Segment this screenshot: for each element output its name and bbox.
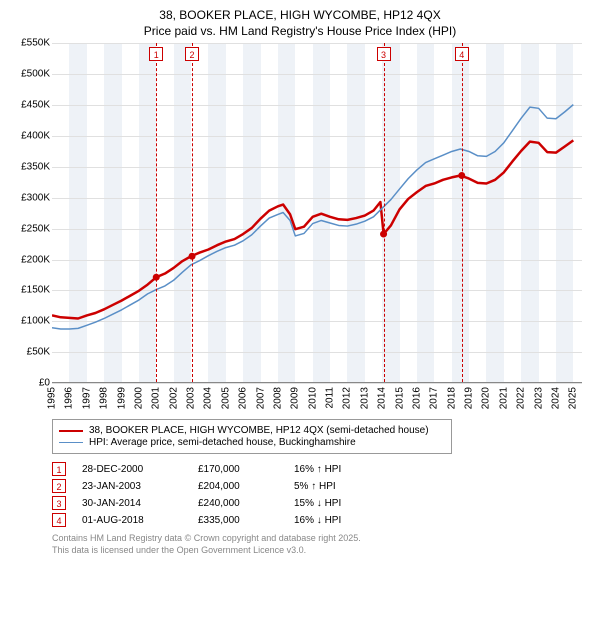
footnote-line-1: Contains HM Land Registry data © Crown c… — [52, 533, 590, 545]
legend-row-blue: HPI: Average price, semi-detached house,… — [59, 437, 445, 448]
chart: £0£50K£100K£150K£200K£250K£300K£350K£400… — [10, 43, 590, 413]
x-tick-label: 2017 — [429, 387, 440, 409]
sale-marker-box: 3 — [377, 47, 391, 61]
sale-row: 3 30-JAN-2014 £240,000 15% ↓ HPI — [52, 496, 590, 510]
legend-label-blue: HPI: Average price, semi-detached house,… — [89, 437, 356, 448]
plot-area: 1 2 3 4 — [52, 43, 582, 383]
legend-swatch-blue — [59, 442, 83, 443]
sale-delta: 16% ↓ HPI — [294, 515, 374, 526]
sale-marker-box: 1 — [149, 47, 163, 61]
sale-number-box: 3 — [52, 496, 66, 510]
x-tick-label: 2008 — [272, 387, 283, 409]
legend-row-red: 38, BOOKER PLACE, HIGH WYCOMBE, HP12 4QX… — [59, 425, 445, 436]
sales-table: 1 28-DEC-2000 £170,000 16% ↑ HPI 2 23-JAN-200… — [52, 462, 590, 527]
sale-marker-line — [192, 43, 193, 382]
x-tick-label: 2020 — [481, 387, 492, 409]
sale-number-box: 4 — [52, 513, 66, 527]
sale-price: £170,000 — [198, 464, 278, 475]
x-tick-label: 1997 — [81, 387, 92, 409]
chart-svg — [52, 43, 582, 382]
x-tick-label: 1996 — [64, 387, 75, 409]
sale-date: 30-JAN-2014 — [82, 498, 182, 509]
legend: 38, BOOKER PLACE, HIGH WYCOMBE, HP12 4QX… — [52, 419, 452, 454]
sale-marker-line — [462, 43, 463, 382]
series-red — [52, 141, 573, 319]
y-tick-label: £350K — [21, 161, 50, 172]
sale-marker-box: 4 — [455, 47, 469, 61]
sale-delta: 5% ↑ HPI — [294, 481, 374, 492]
title-line-1: 38, BOOKER PLACE, HIGH WYCOMBE, HP12 4QX — [10, 8, 590, 24]
sale-price: £240,000 — [198, 498, 278, 509]
title-line-2: Price paid vs. HM Land Registry's House … — [10, 24, 590, 40]
x-tick-label: 2016 — [411, 387, 422, 409]
x-tick-label: 2023 — [533, 387, 544, 409]
x-tick-label: 2006 — [238, 387, 249, 409]
y-tick-label: £550K — [21, 38, 50, 49]
x-tick-label: 2000 — [133, 387, 144, 409]
footnote: Contains HM Land Registry data © Crown c… — [52, 533, 590, 556]
sale-number-box: 2 — [52, 479, 66, 493]
y-tick-label: £450K — [21, 100, 50, 111]
x-tick-label: 2018 — [446, 387, 457, 409]
x-tick-label: 2019 — [464, 387, 475, 409]
x-tick-label: 2013 — [359, 387, 370, 409]
legend-label-red: 38, BOOKER PLACE, HIGH WYCOMBE, HP12 4QX… — [89, 425, 429, 436]
x-tick-label: 2022 — [516, 387, 527, 409]
y-tick-label: £300K — [21, 192, 50, 203]
y-tick-label: £150K — [21, 285, 50, 296]
y-axis-labels: £0£50K£100K£150K£200K£250K£300K£350K£400… — [10, 43, 50, 383]
x-tick-label: 2021 — [498, 387, 509, 409]
y-tick-label: £50K — [27, 347, 50, 358]
x-tick-label: 2015 — [394, 387, 405, 409]
footnote-line-2: This data is licensed under the Open Gov… — [52, 545, 590, 557]
y-tick-label: £200K — [21, 254, 50, 265]
sale-row: 2 23-JAN-2003 £204,000 5% ↑ HPI — [52, 479, 590, 493]
sale-delta: 16% ↑ HPI — [294, 464, 374, 475]
legend-swatch-red — [59, 430, 83, 432]
x-tick-label: 1999 — [116, 387, 127, 409]
sale-price: £204,000 — [198, 481, 278, 492]
sale-price: £335,000 — [198, 515, 278, 526]
x-tick-label: 2004 — [203, 387, 214, 409]
chart-title: 38, BOOKER PLACE, HIGH WYCOMBE, HP12 4QX… — [10, 8, 590, 39]
y-tick-label: £500K — [21, 69, 50, 80]
x-axis-labels: 1995199619971998199920002001200220032004… — [52, 385, 582, 415]
sale-row: 4 01-AUG-2018 £335,000 16% ↓ HPI — [52, 513, 590, 527]
y-tick-label: £400K — [21, 130, 50, 141]
x-tick-label: 2007 — [255, 387, 266, 409]
sale-marker-line — [384, 43, 385, 382]
x-tick-label: 2009 — [290, 387, 301, 409]
x-tick-label: 2024 — [550, 387, 561, 409]
sale-row: 1 28-DEC-2000 £170,000 16% ↑ HPI — [52, 462, 590, 476]
x-tick-label: 2025 — [568, 387, 579, 409]
x-tick-label: 2012 — [342, 387, 353, 409]
x-tick-label: 2002 — [168, 387, 179, 409]
y-tick-label: £250K — [21, 223, 50, 234]
y-tick-label: £100K — [21, 316, 50, 327]
x-tick-label: 2014 — [377, 387, 388, 409]
sale-date: 01-AUG-2018 — [82, 515, 182, 526]
x-tick-label: 2005 — [220, 387, 231, 409]
sale-marker-box: 2 — [185, 47, 199, 61]
sale-date: 28-DEC-2000 — [82, 464, 182, 475]
x-tick-label: 2010 — [307, 387, 318, 409]
x-tick-label: 2001 — [151, 387, 162, 409]
x-tick-label: 1995 — [47, 387, 58, 409]
sale-delta: 15% ↓ HPI — [294, 498, 374, 509]
sale-marker-line — [156, 43, 157, 382]
sale-number-box: 1 — [52, 462, 66, 476]
x-tick-label: 2011 — [325, 387, 336, 409]
x-tick-label: 2003 — [186, 387, 197, 409]
x-tick-label: 1998 — [99, 387, 110, 409]
sale-date: 23-JAN-2003 — [82, 481, 182, 492]
